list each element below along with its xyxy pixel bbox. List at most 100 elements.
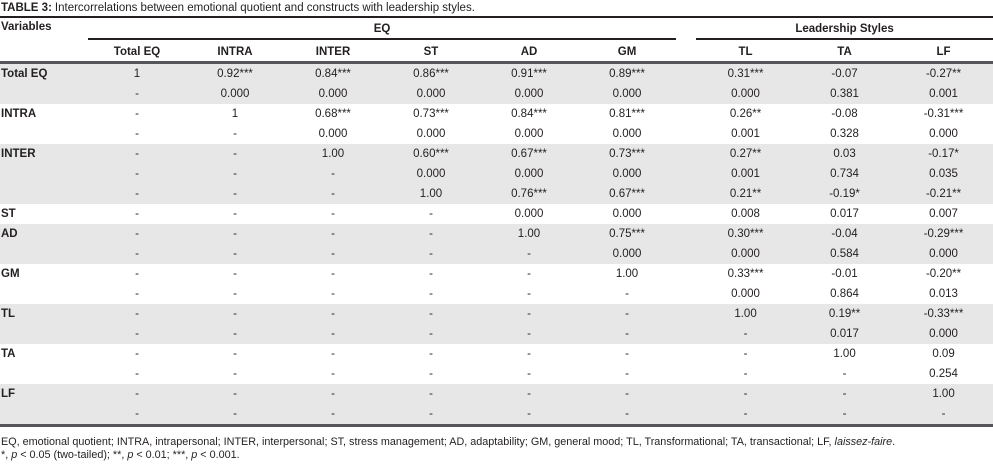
table-cell: -: [625, 288, 629, 300]
table-cell: 0.007: [929, 208, 958, 220]
table-cell: -: [480, 304, 578, 324]
table-cell: 0.000: [612, 128, 642, 140]
row-gap-cell: [676, 264, 696, 284]
footnote-italic-term: laissez-faire: [834, 436, 893, 448]
table-cell: -: [480, 324, 578, 344]
table-cell: 0.000: [929, 128, 958, 140]
table-cell: 0.67***: [480, 144, 578, 164]
table-cell: 1.00: [615, 268, 639, 280]
table-cell: 0.68***: [315, 108, 351, 120]
table-cell: 0.001: [894, 84, 993, 104]
table-cell: -: [480, 244, 578, 264]
table-cell: 0.254: [929, 368, 958, 380]
footnote-text: < 0.05 (two-tailed); **,: [17, 449, 128, 461]
row-label: GM: [1, 268, 20, 280]
table-cell: 0.017: [830, 208, 859, 220]
table-cell: -0.17*: [894, 144, 993, 164]
table-row: ---------: [0, 404, 993, 427]
column-header-lf: LF: [894, 39, 993, 64]
table-cell: -: [331, 368, 335, 380]
table-cell: 0.017: [795, 324, 895, 344]
table-cell: 0.03: [795, 144, 895, 164]
table-row: INTER - -1.00 0.60*** 0.67*** 0.73*** 0.27** 0.…: [0, 144, 993, 164]
row-label: [0, 324, 88, 344]
row-label: TA: [1, 348, 16, 360]
table-title: TABLE 3: Intercorrelations between emotio…: [0, 0, 993, 18]
table-cell: 0.000: [696, 244, 796, 264]
table-caption: Intercorrelations between emotional quot…: [54, 2, 475, 14]
table-cell: 0.73***: [578, 144, 677, 164]
table-cell: -0.29***: [894, 224, 993, 244]
table-cell: -: [527, 268, 531, 280]
table-cell: -: [284, 304, 382, 324]
column-header-gap: [676, 39, 697, 64]
table-cell: -: [578, 324, 677, 344]
column-header-row: Total EQ INTRA INTER ST AD GM TL TA LF: [0, 39, 993, 64]
table-cell: -: [578, 404, 677, 427]
row-gap-cell: [676, 244, 697, 264]
table-cell: -: [480, 384, 578, 404]
footnote-text: < 0.01; ***,: [133, 449, 192, 461]
table-cell: -0.19*: [795, 184, 895, 204]
table-cell: -: [135, 108, 139, 120]
table-cell: -: [480, 404, 578, 427]
table-cell: -: [284, 324, 382, 344]
table-row: GM - - - - - 1.00 0.33*** -0.01 -0.20**: [0, 264, 993, 284]
group-header-row: Variables EQ Leadership Styles: [0, 18, 993, 64]
table-cell: 0.864: [830, 288, 859, 300]
row-label: TL: [0, 304, 88, 324]
table-cell: -: [331, 268, 335, 280]
table-cell: -: [135, 368, 139, 380]
table-cell: 0.584: [795, 244, 895, 264]
table-cell: 1.00: [894, 384, 993, 404]
table-cell: -0.01: [831, 268, 858, 280]
table-cell: 1.00: [833, 348, 856, 360]
row-gap-cell: [676, 344, 696, 364]
table-cell: 1.00: [284, 144, 382, 164]
row-label: [0, 284, 88, 304]
table-cell: 0.000: [514, 128, 544, 140]
table-cell: -: [88, 184, 186, 204]
row-gap-cell: [676, 384, 697, 404]
table-cell: -: [696, 384, 796, 404]
table-cell: 0.000: [514, 208, 544, 220]
table-cell: 0.000: [612, 208, 642, 220]
table-cell: -: [186, 224, 284, 244]
table-cell: 0.000: [578, 244, 677, 264]
table-cell: 0.000: [696, 84, 796, 104]
table-cell: 0.67***: [578, 184, 677, 204]
table-cell: -: [696, 324, 796, 344]
table-cell: -: [88, 304, 186, 324]
row-gap-cell: [676, 204, 696, 224]
table-cell: -: [284, 224, 382, 244]
table-cell: -: [527, 348, 531, 360]
table-row: Total EQ 1 0.92*** 0.84*** 0.86*** 0.91*** 0.8…: [0, 62, 993, 84]
table-cell: -: [135, 208, 139, 220]
table-cell: -0.20**: [925, 268, 962, 280]
table-cell: 0.86***: [382, 62, 480, 84]
row-label: ST: [1, 208, 16, 220]
table-row: - - - - -0.000 0.000 0.584 0.000: [0, 244, 993, 264]
table-cell: -: [743, 348, 748, 360]
table-cell: -: [429, 208, 433, 220]
column-header-total-eq: Total EQ: [88, 39, 186, 64]
table-cell: -: [88, 384, 186, 404]
table-cell: -: [894, 404, 993, 427]
row-gap-cell: [676, 84, 697, 104]
table-cell: -: [743, 368, 748, 380]
row-gap-cell: [676, 364, 696, 384]
table-row: -0.000 0.000 0.000 0.000 0.000 0.000 0.381 0.00…: [0, 84, 993, 104]
table-cell: 0.000: [186, 84, 284, 104]
table-cell: 0.09: [932, 348, 955, 360]
table-cell: -: [186, 184, 284, 204]
table-cell: -: [88, 164, 186, 184]
table-cell: 0.92***: [186, 62, 284, 84]
column-header-ta: TA: [795, 39, 895, 64]
row-gap-cell: [676, 224, 697, 244]
table-cell: -: [429, 348, 433, 360]
table-cell: 0.33***: [727, 268, 764, 280]
table-cell: 0.000: [416, 128, 446, 140]
table-cell: -: [331, 288, 335, 300]
table-cell: -: [382, 384, 480, 404]
column-header-intra: INTRA: [186, 39, 284, 64]
